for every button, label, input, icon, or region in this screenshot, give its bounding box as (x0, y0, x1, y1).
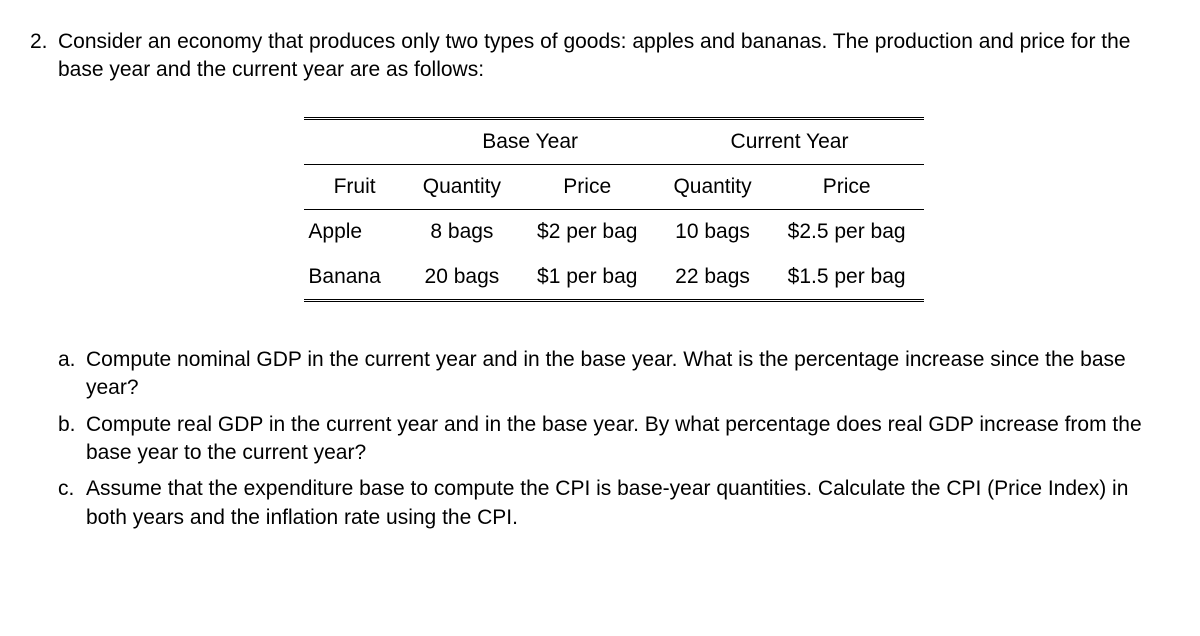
cell-base-price: $1 per bag (519, 255, 655, 301)
cell-base-qty: 8 bags (405, 210, 519, 255)
table-row: Apple 8 bags $2 per bag 10 bags $2.5 per… (304, 210, 923, 255)
cell-cur-qty: 22 bags (655, 255, 769, 301)
table-sub-header-row: Fruit Quantity Price Quantity Price (304, 165, 923, 210)
subpart-text: Compute nominal GDP in the current year … (86, 346, 1170, 403)
data-table-wrap: Base Year Current Year Fruit Quantity Pr… (58, 117, 1170, 302)
subpart-b: b. Compute real GDP in the current year … (58, 411, 1170, 468)
table-row: Banana 20 bags $1 per bag 22 bags $1.5 p… (304, 255, 923, 301)
problem-number: 2. (30, 28, 58, 540)
table-group-header-row: Base Year Current Year (304, 118, 923, 164)
cell-cur-price: $1.5 per bag (770, 255, 924, 301)
subpart-label: a. (58, 346, 86, 403)
subpart-text: Compute real GDP in the current year and… (86, 411, 1170, 468)
table-subheader-fruit: Fruit (304, 165, 404, 210)
subpart-a: a. Compute nominal GDP in the current ye… (58, 346, 1170, 403)
data-table: Base Year Current Year Fruit Quantity Pr… (304, 117, 923, 302)
problem-intro: Consider an economy that produces only t… (58, 28, 1170, 85)
cell-cur-price: $2.5 per bag (770, 210, 924, 255)
table-header-blank (304, 118, 404, 164)
table-header-base-year: Base Year (405, 118, 656, 164)
cell-fruit: Apple (304, 210, 404, 255)
page: 2. Consider an economy that produces onl… (0, 0, 1200, 540)
cell-base-price: $2 per bag (519, 210, 655, 255)
subpart-text: Assume that the expenditure base to comp… (86, 475, 1170, 532)
table-subheader-cur-qty: Quantity (655, 165, 769, 210)
subpart-label: b. (58, 411, 86, 468)
problem-body: Consider an economy that produces only t… (58, 28, 1170, 540)
subparts: a. Compute nominal GDP in the current ye… (58, 346, 1170, 532)
cell-cur-qty: 10 bags (655, 210, 769, 255)
problem-2: 2. Consider an economy that produces onl… (30, 28, 1170, 540)
cell-base-qty: 20 bags (405, 255, 519, 301)
cell-fruit: Banana (304, 255, 404, 301)
subpart-label: c. (58, 475, 86, 532)
table-subheader-cur-price: Price (770, 165, 924, 210)
table-subheader-base-qty: Quantity (405, 165, 519, 210)
table-header-current-year: Current Year (655, 118, 923, 164)
table-subheader-base-price: Price (519, 165, 655, 210)
subpart-c: c. Assume that the expenditure base to c… (58, 475, 1170, 532)
